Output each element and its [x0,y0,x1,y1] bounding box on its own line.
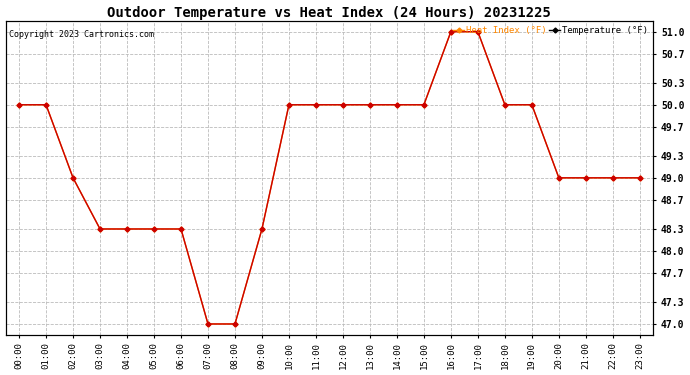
Text: Copyright 2023 Cartronics.com: Copyright 2023 Cartronics.com [9,30,154,39]
Legend: Heat Index (°F), Temperature (°F): Heat Index (°F), Temperature (°F) [453,25,649,36]
Title: Outdoor Temperature vs Heat Index (24 Hours) 20231225: Outdoor Temperature vs Heat Index (24 Ho… [108,6,551,20]
